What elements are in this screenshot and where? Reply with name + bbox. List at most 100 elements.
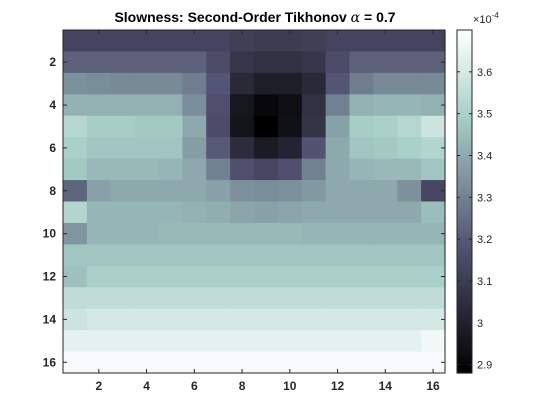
heatmap-cell xyxy=(86,137,112,160)
colorbar-segment xyxy=(457,198,472,203)
colorbar-segment xyxy=(457,210,472,214)
heatmap-cell xyxy=(63,72,88,95)
heatmap-cell xyxy=(206,115,231,138)
heatmap-cell xyxy=(110,287,136,310)
heatmap-cell xyxy=(206,30,231,53)
colorbar-segment xyxy=(457,172,472,177)
heatmap-cell xyxy=(134,30,160,53)
heatmap-cell xyxy=(277,287,303,310)
colorbar-segment xyxy=(457,115,472,120)
colorbar-segment xyxy=(457,347,472,351)
colorbar-segment xyxy=(457,330,472,334)
colorbar-segment xyxy=(457,367,472,371)
colorbar-frame xyxy=(456,29,473,374)
heatmap-cell xyxy=(158,308,183,331)
heatmap-cell xyxy=(110,180,136,203)
colorbar-segment xyxy=(457,341,472,346)
x-tick-label: 8 xyxy=(239,379,246,393)
heatmap-cell xyxy=(230,72,255,95)
heatmap-cell xyxy=(86,115,112,138)
heatmap-cell xyxy=(110,222,136,245)
heatmap-cell xyxy=(349,30,374,53)
heatmap-cell xyxy=(397,287,422,310)
heatmap-cell xyxy=(230,330,255,353)
colorbar-segment xyxy=(457,355,472,360)
colorbar-segment xyxy=(457,175,472,180)
colorbar-segment xyxy=(457,278,472,283)
colorbar-segment xyxy=(457,358,472,363)
heatmap-cell xyxy=(63,244,88,267)
y-tick-label: 2 xyxy=(49,55,56,69)
colorbar-segment xyxy=(457,241,472,245)
heatmap-cell xyxy=(182,137,207,160)
colorbar-segment xyxy=(457,32,472,37)
heatmap-cell xyxy=(86,222,112,245)
heatmap-cell xyxy=(301,158,327,181)
colorbar-segment xyxy=(457,152,472,157)
colorbar-segment xyxy=(457,290,472,294)
heatmap-cell xyxy=(325,51,351,74)
colorbar-segment xyxy=(457,195,472,200)
heatmap-cell xyxy=(421,201,446,224)
heatmap-cell xyxy=(134,330,160,353)
colorbar-segment xyxy=(457,150,472,154)
colorbar-segment xyxy=(457,104,472,108)
heatmap-cell xyxy=(182,222,207,245)
colorbar-segment xyxy=(457,230,472,234)
heatmap-cell xyxy=(254,222,279,245)
heatmap-cell xyxy=(373,180,398,203)
heatmap-cell xyxy=(158,222,183,245)
heatmap-cell xyxy=(110,51,136,74)
heatmap-cell xyxy=(230,351,255,374)
heatmap-cell xyxy=(110,265,136,288)
heatmap-cell xyxy=(349,244,374,267)
heatmap-cell xyxy=(349,201,374,224)
colorbar-segment xyxy=(457,110,472,114)
colorbar-segment xyxy=(457,58,472,63)
colorbar-segment xyxy=(457,232,472,237)
heatmap-cell xyxy=(301,137,327,160)
heatmap-cell xyxy=(254,265,279,288)
heatmap-cell xyxy=(182,330,207,353)
x-tick-label: 16 xyxy=(426,379,440,393)
heatmap-cell xyxy=(373,115,398,138)
heatmap-cell xyxy=(349,51,374,74)
colorbar-segment xyxy=(457,235,472,240)
heatmap-cell xyxy=(134,51,160,74)
heatmap-cell xyxy=(301,72,327,95)
heatmap-cell xyxy=(110,137,136,160)
colorbar-segment xyxy=(457,352,472,357)
colorbar-segment xyxy=(457,141,472,145)
heatmap-cell xyxy=(134,137,160,160)
heatmap-cell xyxy=(421,30,446,53)
colorbar-segment xyxy=(457,50,472,54)
heatmap-cell xyxy=(230,287,255,310)
heatmap-cell xyxy=(158,30,183,53)
heatmap-cell xyxy=(301,115,327,138)
colorbar-segment xyxy=(457,187,472,191)
x-tick-label: 12 xyxy=(331,379,345,393)
heatmap-cell xyxy=(63,201,88,224)
colorbar-tick-label: 3.6 xyxy=(477,67,492,79)
heatmap-cell xyxy=(349,115,374,138)
heatmap-cell xyxy=(277,115,303,138)
heatmap-cell xyxy=(373,351,398,374)
heatmap-cell xyxy=(301,222,327,245)
heatmap-cell xyxy=(421,180,446,203)
colorbar-segment xyxy=(457,315,472,320)
heatmap-cell xyxy=(397,222,422,245)
heatmap-cell xyxy=(158,265,183,288)
heatmap-cell xyxy=(397,351,422,374)
heatmap-cell xyxy=(110,244,136,267)
colorbar-segment xyxy=(457,75,472,80)
colorbar-segment xyxy=(457,201,472,205)
heatmap-cell xyxy=(397,115,422,138)
heatmap-cell xyxy=(421,351,446,374)
heatmap-cell xyxy=(110,351,136,374)
y-tick-label: 16 xyxy=(43,355,57,369)
heatmap-cell xyxy=(373,51,398,74)
heatmap-cell xyxy=(206,94,231,117)
heatmap-cell xyxy=(301,244,327,267)
heatmap-cell xyxy=(325,330,351,353)
colorbar-segment xyxy=(457,30,472,34)
